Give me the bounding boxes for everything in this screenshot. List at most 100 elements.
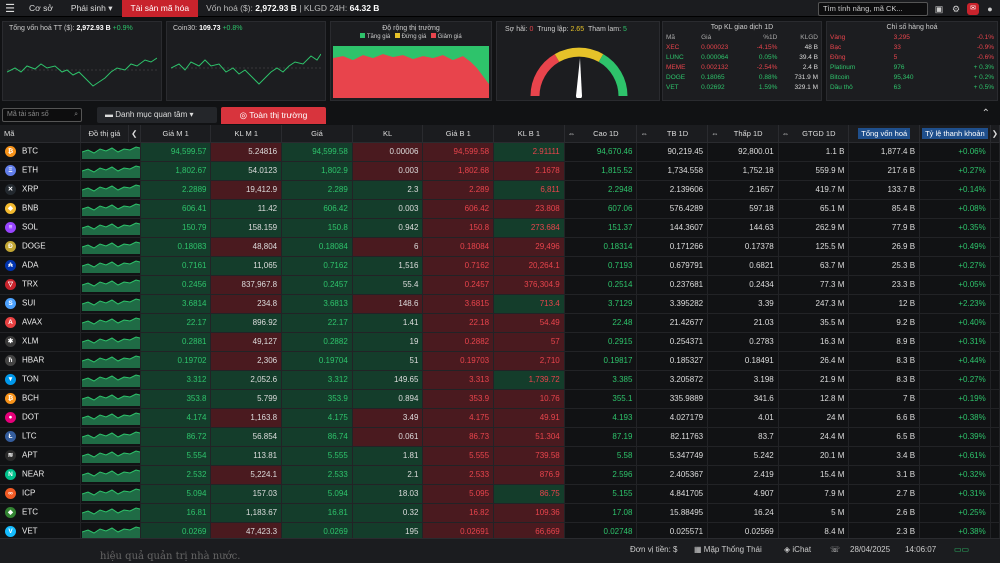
cell-bv: 1,183.67	[210, 503, 283, 523]
symbol-cell[interactable]: ₿ BTC	[0, 142, 82, 162]
table-row[interactable]: ≡ SOL 150.79 158.159 150.8 0.942 150.8 273.684 1…	[0, 218, 1000, 238]
symbol-cell[interactable]: ▽ TRX	[0, 275, 82, 295]
all-market-button[interactable]: ◎ Toàn thị trường	[221, 107, 326, 124]
currency-unit[interactable]: Đơn vị tiền: $	[630, 545, 678, 554]
table-row[interactable]: ₿ BCH 353.8 5.799 353.9 0.894 353.9 10.76 355.1 3…	[0, 389, 1000, 409]
col-6[interactable]: Giá B 1	[422, 125, 495, 143]
col-2[interactable]: Giá M 1	[140, 125, 212, 143]
symbol-cell[interactable]: A AVAX	[0, 313, 82, 333]
table-row[interactable]: ▽ TRX 0.2456 837,967.8 0.2457 55.4 0.2457 376,3…	[0, 275, 1000, 295]
col-7[interactable]: KL B 1	[493, 125, 565, 143]
symbol-cell[interactable]: N NEAR	[0, 465, 82, 485]
briefcase-icon[interactable]: ▣	[934, 3, 944, 14]
cell-lo: 1,752.18	[707, 161, 779, 181]
commodity-row[interactable]: Bitcoin 95,340 + 0.2%	[827, 73, 997, 83]
symbol-cell[interactable]: ✱ XLM	[0, 332, 82, 352]
commodity-row[interactable]: Đồng 5 -0.6%	[827, 53, 997, 63]
feature-search-input[interactable]: Tìm tính năng, mã CK...	[818, 1, 928, 16]
cell-lo: 0.2783	[707, 332, 779, 352]
table-row[interactable]: ✕ XRP 2.2889 19,412.9 2.289 2.3 2.289 6,811 2.29…	[0, 180, 1000, 200]
col-5[interactable]: KL	[352, 125, 424, 143]
table-row[interactable]: ≋ APT 5.554 113.81 5.555 1.81 5.555 739.58 5.58 5…	[0, 446, 1000, 466]
watchlist-dropdown[interactable]: ▬ Danh mục quan tâm ▾	[97, 107, 217, 123]
commodity-row[interactable]: Vàng 3,295 -0.1%	[827, 33, 997, 43]
table-row[interactable]: ∞ ICP 5.094 157.03 5.094 18.03 5.095 86.75 5.155…	[0, 484, 1000, 504]
col-4[interactable]: Giá	[281, 125, 353, 143]
table-row[interactable]: N NEAR 2.532 5,224.1 2.533 2.1 2.533 876.9 2.596…	[0, 465, 1000, 485]
cell-hi: 0.7193	[564, 256, 638, 276]
symbol-cell[interactable]: Ł LTC	[0, 427, 82, 447]
table-row[interactable]: ₳ ADA 0.7161 11,065 0.7162 1,516 0.7162 20,264.…	[0, 256, 1000, 276]
table-row[interactable]: ₿ BTC 94,599.57 5.24816 94,599.58 0.00006 94,5…	[0, 142, 1000, 162]
col-9[interactable]: ⇔ TB 1D	[636, 125, 709, 143]
commodity-row[interactable]: Dầu thô 63 + 0.5%	[827, 83, 997, 93]
cell-avg: 2.405367	[636, 465, 709, 485]
mail-icon[interactable]: ✉	[967, 2, 979, 15]
tab-tai-san-ma-hoa[interactable]: Tài sản mã hóa	[121, 0, 199, 17]
symbol-cell[interactable]: ◆ ETC	[0, 503, 82, 523]
table-row[interactable]: A AVAX 22.17 896.92 22.17 1.41 22.18 54.49 22.48…	[0, 313, 1000, 333]
asset-search-input[interactable]: Mã tài sản số ⌕	[2, 108, 82, 122]
symbol-cell[interactable]: ● DOT	[0, 408, 82, 428]
table-row[interactable]: ◆ ETC 16.81 1,183.67 16.81 0.32 16.82 109.36 17.…	[0, 503, 1000, 523]
table-row[interactable]: S SUI 3.6814 234.8 3.6813 148.6 3.6815 713.4 3.7…	[0, 294, 1000, 314]
table-row[interactable]: ħ HBAR 0.19702 2,306 0.19704 51 0.19703 2,710 0.…	[0, 351, 1000, 371]
col-liquidity[interactable]: Tỷ lệ thanh khoản	[919, 125, 991, 143]
commodity-row[interactable]: Platinum 976 + 0.3%	[827, 63, 997, 73]
table-row[interactable]: Ξ ETH 1,802.67 54.0123 1,802.9 0.003 1,802.68 2…	[0, 161, 1000, 181]
sparkline-cell	[80, 180, 141, 200]
scroll-right-icon[interactable]: ❯	[990, 125, 1000, 143]
chat-link[interactable]: ◈ iChat	[784, 545, 811, 554]
phone-icon[interactable]: ☏	[830, 545, 841, 554]
cell-bp: 5.094	[140, 484, 212, 504]
table-row[interactable]: Ł LTC 86.72 56.854 86.74 0.061 86.73 51.304 87.1…	[0, 427, 1000, 447]
row-spacer	[990, 237, 1000, 257]
table-row[interactable]: ✱ XLM 0.2881 49,127 0.2882 19 0.2882 57 0.2915 0.…	[0, 332, 1000, 352]
symbol-cell[interactable]: Ð DOGE	[0, 237, 82, 257]
table-row[interactable]: ● DOT 4.174 1,163.8 4.175 3.49 4.175 49.91 4.193…	[0, 408, 1000, 428]
symbol-cell[interactable]: ∞ ICP	[0, 484, 82, 504]
symbol-cell[interactable]: ≡ SOL	[0, 218, 82, 238]
symbol-cell[interactable]: S SUI	[0, 294, 82, 314]
top-volume-row[interactable]: DOGE 0.18065 0.88% 731.9 M	[663, 73, 821, 83]
col-3[interactable]: KL M 1	[210, 125, 283, 143]
cell-lo: 83.7	[707, 427, 779, 447]
settings-icon[interactable]: ⚙	[951, 3, 961, 14]
collapse-icon[interactable]: ⌃	[981, 108, 990, 119]
top-volume-row[interactable]: XEC 0.000023 -4.15% 48 B	[663, 43, 821, 53]
tab-phai-sinh[interactable]: Phái sinh ▾	[62, 0, 122, 17]
table-row[interactable]: ▼ TON 3.312 2,052.6 3.312 149.65 3.313 1,739.72…	[0, 370, 1000, 390]
symbol-cell[interactable]: ₿ BCH	[0, 389, 82, 409]
symbol-cell[interactable]: ≋ APT	[0, 446, 82, 466]
sparkline-cell	[80, 161, 141, 181]
symbol-cell[interactable]: ħ HBAR	[0, 351, 82, 371]
user-icon[interactable]: ●	[987, 3, 993, 14]
col-10[interactable]: ⇔ Thấp 1D	[707, 125, 779, 143]
symbol-cell[interactable]: Ξ ETH	[0, 161, 82, 181]
top-volume-row[interactable]: MEME 0.002132 -2.54% 2.4 B	[663, 63, 821, 73]
col-8[interactable]: ⇔ Cao 1D	[564, 125, 638, 143]
col-total-cap[interactable]: Tổng vốn hoá	[848, 125, 921, 143]
cell-avg: 0.679791	[636, 256, 709, 276]
symbol-cell[interactable]: ✕ XRP	[0, 180, 82, 200]
top-volume-row[interactable]: VET 0.02692 1.59% 329.1 M	[663, 83, 821, 93]
col-11[interactable]: ⇔ GTGD 1D	[778, 125, 850, 143]
symbol-cell[interactable]: ◆ BNB	[0, 199, 82, 219]
symbol-cell[interactable]: ₳ ADA	[0, 256, 82, 276]
top-volume-cell: 0.000064	[701, 54, 729, 61]
heatmap-link[interactable]: ▦ Mặp Thống Thái	[694, 545, 762, 554]
table-row[interactable]: Ð DOGE 0.18083 48,804 0.18084 6 0.18084 29,496 0…	[0, 237, 1000, 257]
col-symbol[interactable]: Mã	[0, 125, 82, 143]
tab-co-so[interactable]: Cơ sở	[29, 2, 53, 13]
table-row[interactable]: V VET 0.0269 47,423.3 0.0269 195 0.02691 66,669…	[0, 522, 1000, 542]
vol-value: 64.32 B	[349, 3, 380, 13]
hamburger-menu-icon[interactable]: ☰	[5, 2, 15, 15]
layout-icon[interactable]: ▭▭	[954, 545, 970, 554]
table-row[interactable]: ◆ BNB 606.41 11.42 606.42 0.003 606.42 23.808 60…	[0, 199, 1000, 219]
symbol-cell[interactable]: V VET	[0, 522, 82, 542]
col-8-label: Cao 1D	[593, 128, 619, 138]
symbol-cell[interactable]: ▼ TON	[0, 370, 82, 390]
commodity-row[interactable]: Bạc 33 -0.9%	[827, 43, 997, 53]
scroll-left-icon[interactable]: ❮	[128, 125, 141, 143]
top-volume-row[interactable]: LUNC 0.000064 0.05% 39.4 B	[663, 53, 821, 63]
